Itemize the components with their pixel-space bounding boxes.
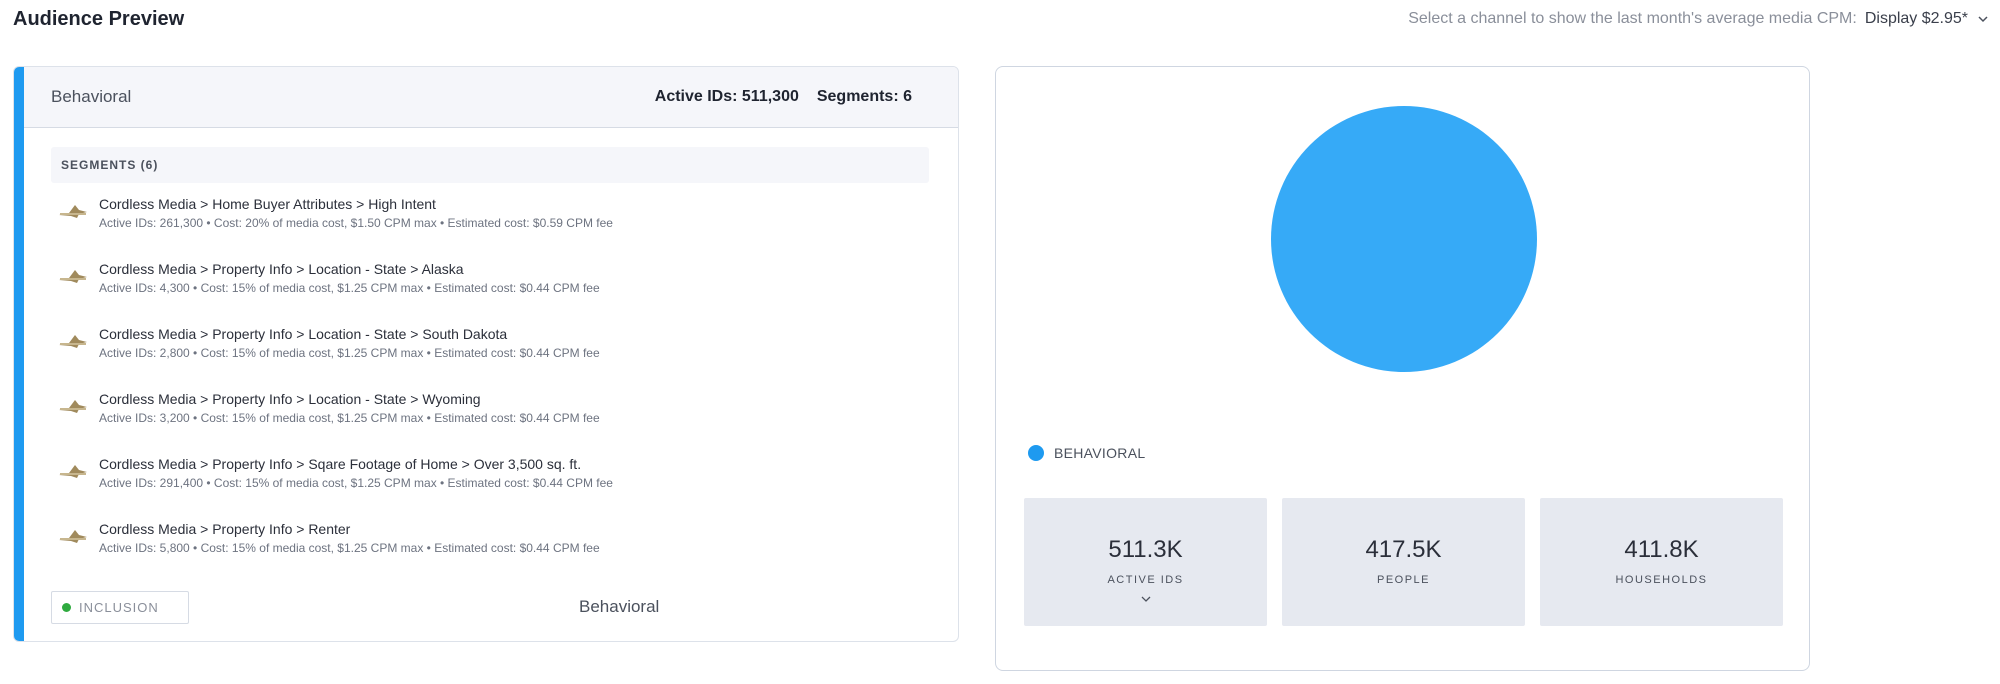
audience-summary-card: BEHAVIORAL 511.3K ACTIVE IDS 417.5K PEOP… <box>995 66 1810 671</box>
segment-title: Cordless Media > Property Info > Locatio… <box>99 261 464 277</box>
stat-label: HOUSEHOLDS <box>1615 574 1708 586</box>
legend-label: BEHAVIORAL <box>1054 445 1146 461</box>
segment-meta: Active IDs: 3,200 • Cost: 15% of media c… <box>99 411 600 425</box>
cpm-selector[interactable]: Select a channel to show the last month'… <box>1408 10 1990 28</box>
provider-logo-icon <box>59 465 87 478</box>
inclusion-badge[interactable]: INCLUSION <box>51 591 189 624</box>
stat-label: PEOPLE <box>1376 574 1431 586</box>
segment-title: Cordless Media > Home Buyer Attributes >… <box>99 196 436 212</box>
stat-value: 417.5K <box>1365 536 1442 563</box>
stat-tile-people: 417.5K PEOPLE <box>1282 498 1525 626</box>
stat-value: 511.3K <box>1108 536 1183 563</box>
provider-logo-icon <box>59 530 87 543</box>
segment-list: Cordless Media > Home Buyer Attributes >… <box>57 195 937 585</box>
chevron-down-icon[interactable] <box>1976 12 1990 26</box>
cpm-channel-value[interactable]: Display $2.95* <box>1864 10 1968 27</box>
provider-logo-icon <box>59 335 87 348</box>
segment-item[interactable]: Cordless Media > Property Info > Sqare F… <box>57 455 937 520</box>
group-name: Behavioral <box>51 87 132 106</box>
group-footer-label: Behavioral <box>579 597 660 616</box>
segment-meta: Active IDs: 2,800 • Cost: 15% of media c… <box>99 346 600 360</box>
segment-meta: Active IDs: 4,300 • Cost: 15% of media c… <box>99 281 600 295</box>
provider-logo-icon <box>59 400 87 413</box>
audience-pie-chart <box>1271 106 1537 372</box>
group-stats: Active IDs: 511,300 Segments: 6 <box>655 88 912 106</box>
stat-tiles: 511.3K ACTIVE IDS 417.5K PEOPLE 411.8K H… <box>1024 498 1783 626</box>
provider-logo-icon <box>59 205 87 218</box>
chevron-down-icon[interactable] <box>1139 592 1153 606</box>
pie-slice-behavioral[interactable] <box>1271 106 1537 372</box>
chart-legend: BEHAVIORAL <box>1028 445 1145 461</box>
segment-title: Cordless Media > Property Info > Locatio… <box>99 391 481 407</box>
stat-value: 411.8K <box>1624 536 1699 563</box>
segment-item[interactable]: Cordless Media > Property Info > Locatio… <box>57 260 937 325</box>
group-segments-count: Segments: 6 <box>816 88 912 105</box>
group-header: Behavioral Active IDs: 511,300 Segments:… <box>24 67 958 128</box>
segment-title: Cordless Media > Property Info > Locatio… <box>99 326 508 342</box>
segment-meta: Active IDs: 261,300 • Cost: 20% of media… <box>99 216 613 230</box>
segment-item[interactable]: Cordless Media > Home Buyer Attributes >… <box>57 195 937 260</box>
segment-title: Cordless Media > Property Info > Sqare F… <box>99 456 582 472</box>
cpm-prompt: Select a channel to show the last month'… <box>1408 10 1857 27</box>
segment-item[interactable]: Cordless Media > Property Info > Locatio… <box>57 390 937 455</box>
group-active-ids: Active IDs: 511,300 <box>654 88 799 105</box>
segments-header: SEGMENTS (6) <box>51 147 929 183</box>
group-accent-bar <box>14 67 24 641</box>
legend-dot-icon <box>1028 445 1044 461</box>
stat-tile-active-ids[interactable]: 511.3K ACTIVE IDS <box>1024 498 1267 626</box>
segment-title: Cordless Media > Property Info > Renter <box>99 521 351 537</box>
page-title: Audience Preview <box>13 8 185 30</box>
segment-group-card: Behavioral Active IDs: 511,300 Segments:… <box>13 66 959 642</box>
segment-item[interactable]: Cordless Media > Property Info > Renter … <box>57 520 937 585</box>
segment-meta: Active IDs: 5,800 • Cost: 15% of media c… <box>99 541 600 555</box>
status-dot-icon <box>62 603 71 612</box>
inclusion-label: INCLUSION <box>79 600 159 615</box>
stat-label: ACTIVE IDS <box>1107 574 1184 586</box>
stat-tile-households: 411.8K HOUSEHOLDS <box>1540 498 1783 626</box>
provider-logo-icon <box>59 270 87 283</box>
segment-meta: Active IDs: 291,400 • Cost: 15% of media… <box>99 476 613 490</box>
segment-item[interactable]: Cordless Media > Property Info > Locatio… <box>57 325 937 390</box>
